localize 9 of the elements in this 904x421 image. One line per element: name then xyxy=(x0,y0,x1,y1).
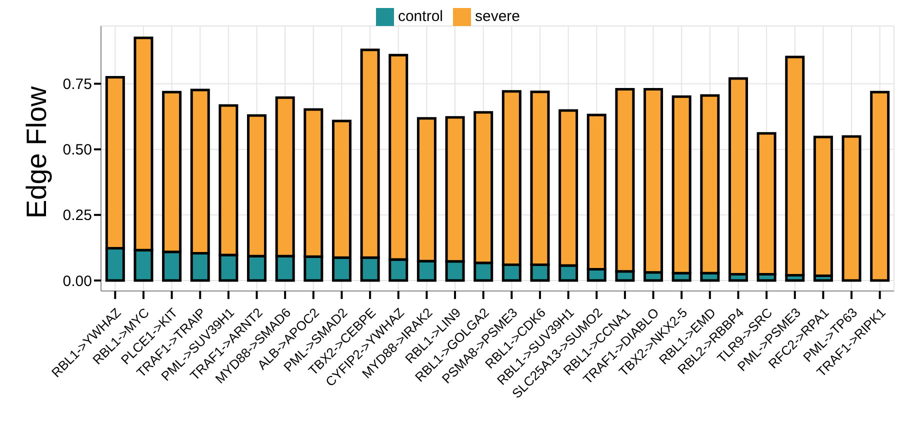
y-tick-label: 0.00 xyxy=(62,272,92,290)
y-tick-label: 0.75 xyxy=(62,76,92,94)
bar xyxy=(842,135,862,282)
legend-label: control xyxy=(398,8,443,25)
bar xyxy=(870,90,890,282)
y-axis-title: Edge Flow xyxy=(20,85,52,219)
legend-label: severe xyxy=(475,8,520,25)
y-tick-label: 0.50 xyxy=(62,142,92,159)
y-tick-label: 0.25 xyxy=(62,207,92,224)
